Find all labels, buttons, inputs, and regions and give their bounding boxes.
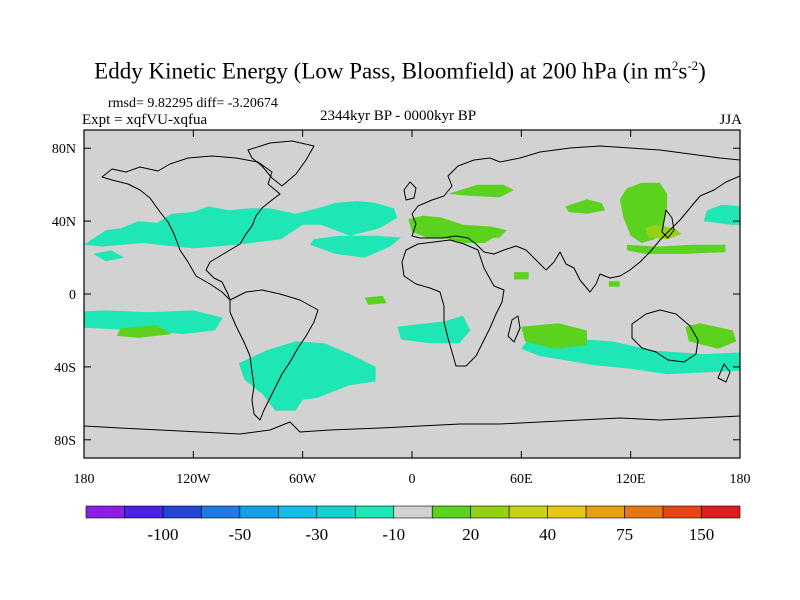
plot-background: [84, 130, 740, 458]
chart-title: Eddy Kinetic Energy (Low Pass, Bloomfiel…: [94, 58, 706, 84]
anomaly-region: [93, 250, 125, 262]
coast-new-zealand: [717, 363, 731, 383]
coast-british-isles: [403, 181, 417, 201]
coast-north-america: [101, 155, 281, 301]
anomaly-region: [238, 341, 376, 411]
coast-japan: [661, 209, 675, 239]
anomaly-region: [521, 337, 740, 375]
experiment-label: Expt = xqfVU-xqfua: [82, 112, 208, 128]
colorbar-label: 150: [689, 525, 715, 544]
colorbar-box: [701, 505, 741, 519]
colorbar-label: -50: [229, 525, 252, 544]
anomaly-region: [448, 184, 514, 198]
colorbar-box: [201, 505, 241, 519]
colorbar-box: [393, 505, 433, 519]
anomaly-region: [565, 199, 606, 214]
anomaly-region: [627, 244, 726, 254]
colorbar-box: [316, 505, 356, 519]
x-tick-label: 180: [730, 472, 751, 487]
colorbar-box: [470, 505, 510, 519]
coast-greenland: [247, 140, 315, 187]
colorbar-label: 40: [539, 525, 556, 544]
colorbar-box: [431, 505, 472, 519]
colorbar-label: 20: [462, 525, 479, 544]
axes: 180 120W 60W 0 60E 120E 180 80N 40N 0 40S 80S: [52, 130, 751, 487]
colorbar-label: -100: [147, 525, 178, 544]
coast-australia: [631, 309, 699, 363]
y-tick-label: 40N: [52, 215, 76, 230]
anomaly-region: [84, 310, 223, 335]
anomaly-region: [521, 323, 587, 349]
coast-antarctica: [84, 415, 740, 435]
anomaly-regions: [84, 182, 740, 411]
anomaly-region: [408, 215, 507, 240]
anomaly-region: [116, 325, 172, 338]
period-label: 2344kyr BP - 0000kyr BP: [320, 108, 477, 124]
colorbar-box: [354, 505, 395, 519]
y-tick-label: 40S: [54, 361, 76, 376]
y-tick-label: 0: [69, 288, 76, 303]
x-tick-label: 60E: [510, 472, 533, 487]
x-tick-label: 0: [409, 472, 416, 487]
colorbar-box: [278, 505, 318, 519]
colorbar: -100 -50 -30 -10 20 40 75 150: [85, 505, 741, 544]
colorbar-box: [547, 505, 587, 519]
anomaly-region: [514, 272, 529, 280]
colorbar-box: [662, 505, 702, 519]
colorbar-label: -10: [382, 525, 405, 544]
x-tick-label: 180: [74, 472, 95, 487]
anomaly-region: [608, 281, 620, 287]
coastlines: [84, 140, 740, 435]
stats-label: rmsd= 9.82295 diff= -3.20674: [108, 96, 278, 111]
anomaly-region: [310, 235, 402, 258]
colorbar-box: [508, 505, 548, 519]
x-tick-label: 120E: [616, 472, 646, 487]
colorbar-box: [624, 505, 664, 519]
anomaly-region: [397, 315, 471, 344]
anomaly-region: [645, 224, 682, 240]
x-tick-label: 60W: [289, 472, 317, 487]
season-label: JJA: [719, 112, 742, 128]
y-tick-label: 80S: [54, 434, 76, 449]
x-tick-label: 120W: [176, 472, 211, 487]
colorbar-box: [85, 505, 125, 519]
colorbar-box: [124, 505, 164, 519]
anomaly-region: [84, 201, 398, 249]
anomaly-region: [703, 204, 740, 225]
colorbar-label: -30: [305, 525, 328, 544]
colorbar-label: 75: [616, 525, 633, 544]
coast-africa: [401, 239, 505, 367]
coast-south-america: [229, 289, 319, 421]
colorbar-box: [239, 505, 279, 519]
y-tick-label: 80N: [52, 142, 76, 157]
anomaly-region: [364, 295, 387, 305]
coast-madagascar: [507, 315, 521, 343]
colorbar-box: [162, 505, 202, 519]
colorbar-box: [585, 505, 625, 519]
